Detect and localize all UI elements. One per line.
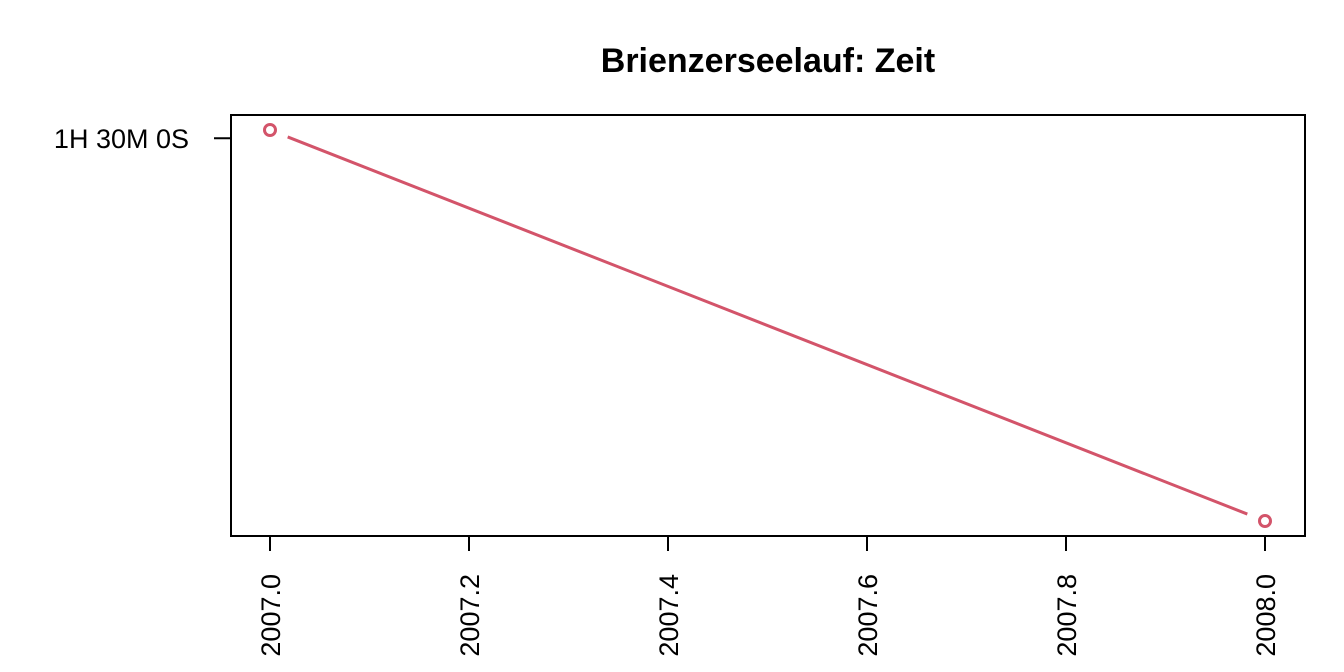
series-layer xyxy=(263,123,1272,528)
x-tick-label: 2007.2 xyxy=(455,574,485,657)
x-tick-label: 2008.0 xyxy=(1251,574,1281,657)
data-point xyxy=(1258,514,1272,528)
x-tick-label: 2007.0 xyxy=(256,574,286,657)
x-axis: 2007.0 2007.2 2007.4 2007.6 2007.8 2008.0 xyxy=(256,536,1281,657)
y-axis: 1H 30M 0S xyxy=(54,124,231,154)
chart-title: Brienzerseelauf: Zeit xyxy=(601,42,935,80)
y-tick-label: 1H 30M 0S xyxy=(54,124,189,154)
plot-frame xyxy=(230,114,1306,537)
x-tick-label: 2007.8 xyxy=(1052,574,1082,657)
data-point xyxy=(263,123,277,137)
series-line-segment xyxy=(287,135,1248,516)
x-tick-label: 2007.4 xyxy=(654,574,684,657)
x-tick-label: 2007.6 xyxy=(853,574,883,657)
